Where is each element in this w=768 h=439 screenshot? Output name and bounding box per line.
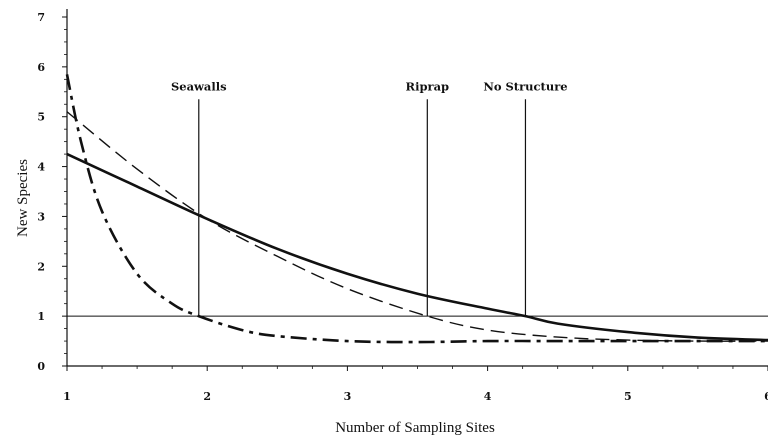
y-tick-label: 5 [37,111,45,124]
annotation-layer: Seawalls Riprap No Structure [171,79,568,317]
annotation-riprap-label: Riprap [406,79,450,93]
y-tick-label: 7 [37,11,45,24]
x-tick-label: 4 [484,390,492,403]
series-line-dashed [66,111,768,342]
annotation-no-structure-label: No Structure [483,79,567,93]
x-axis-label: Number of Sampling Sites [335,420,495,436]
x-tick-label: 1 [63,390,71,403]
x-tick-label: 2 [203,390,211,403]
x-tick-label: 3 [344,390,352,403]
tick-layer: 0 1 2 3 4 5 6 7 1 2 3 4 5 6 [37,11,768,403]
y-tick-label: 2 [37,260,45,273]
series-line-solid [66,152,768,342]
series-line-dash-dot [65,74,768,344]
y-axis-label: New Species [15,159,31,237]
y-tick-label: 1 [37,310,45,323]
x-tick-label: 6 [764,390,768,403]
y-tick-label: 6 [37,61,45,74]
annotation-seawalls-label: Seawalls [171,79,227,93]
series-layer [65,74,768,344]
y-tick-label: 0 [37,360,45,373]
y-tick-label: 4 [37,161,45,174]
x-tick-label: 5 [624,390,632,403]
y-tick-label: 3 [37,210,45,223]
